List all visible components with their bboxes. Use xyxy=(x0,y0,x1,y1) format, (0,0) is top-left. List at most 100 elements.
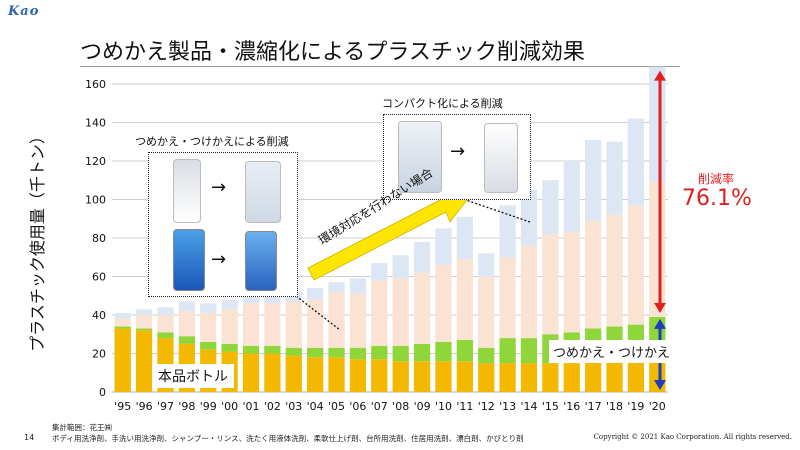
refill-saving-bar xyxy=(606,141,623,215)
bottle-bar xyxy=(478,363,495,393)
refill-bar xyxy=(478,347,495,364)
bottle-bar xyxy=(328,357,345,392)
refill-spray-image xyxy=(245,231,277,291)
refill-saving-bar xyxy=(456,216,473,260)
x-tick-label: '11 xyxy=(456,400,473,413)
scope-label: 集計範囲：花王㈱ xyxy=(52,423,112,432)
compact-saving-bar xyxy=(435,264,452,342)
compact-saving-bar xyxy=(349,293,367,348)
refill-saving-bar xyxy=(242,293,260,304)
reduction-arrowhead-bottom xyxy=(654,302,666,313)
compact-saving-bar xyxy=(542,234,559,335)
refill-saving-bar xyxy=(328,282,345,292)
x-tick-label: '18 xyxy=(606,400,623,413)
y-tick-label: 20 xyxy=(92,348,106,361)
arrow-icon: → xyxy=(450,141,466,162)
compact-saving-bar xyxy=(649,182,666,317)
x-tick-label: '97 xyxy=(157,400,174,413)
refill-bar xyxy=(413,343,431,362)
x-tick-label: '16 xyxy=(563,400,580,413)
refill-saving-bar xyxy=(585,139,602,221)
refill-bar xyxy=(242,345,260,354)
x-tick-label: '98 xyxy=(178,400,195,413)
arrow-icon: → xyxy=(211,249,227,270)
page-title: つめかえ製品・濃縮化によるプラスチック削減効果 xyxy=(80,40,585,65)
compact-saving-bar xyxy=(456,259,473,341)
x-tick-label: '00 xyxy=(221,400,238,413)
page-number: 14 xyxy=(24,433,35,442)
compact-saving-bar xyxy=(563,232,580,333)
refill-bar xyxy=(371,345,388,360)
refill-bar xyxy=(349,347,367,360)
spray-bottle-image xyxy=(173,229,205,291)
bottle-bar xyxy=(349,359,367,392)
compact-saving-bar xyxy=(178,311,195,337)
compact-example-box: コンパクト化による削減 → xyxy=(380,95,531,200)
reduction-arrowhead-top xyxy=(654,70,666,81)
refill-saving-bar xyxy=(499,205,516,258)
bottle-bar xyxy=(392,361,409,392)
refill-saving-bar xyxy=(178,301,195,312)
x-tick-label: '20 xyxy=(649,400,666,413)
refill-saving-bar xyxy=(371,263,388,281)
reduction-rate-value: 76.1% xyxy=(682,186,752,211)
bottle-bar xyxy=(413,361,431,392)
compact-saving-bar xyxy=(392,278,409,346)
compact-saving-bar xyxy=(328,291,345,348)
y-tick-label: 0 xyxy=(99,386,106,399)
refill-bar xyxy=(178,336,195,344)
bottle-bar xyxy=(649,359,666,392)
y-tick-label: 160 xyxy=(85,78,106,91)
refill-saving-bar xyxy=(413,241,431,273)
compact-saving-bar xyxy=(413,272,431,344)
x-tick-label: '08 xyxy=(392,400,409,413)
refill-saving-bar xyxy=(200,303,217,314)
refill-saving-bar xyxy=(478,253,495,277)
x-tick-label: '07 xyxy=(371,400,388,413)
compact-saving-bar xyxy=(371,280,388,346)
compact-box-title: コンパクト化による削減 xyxy=(380,95,505,111)
bottle-bar xyxy=(542,363,559,393)
x-tick-label: '15 xyxy=(542,400,559,413)
large-bottle-image xyxy=(398,121,442,193)
refill-example-box: つめかえ・つけかえによる削減 → → xyxy=(133,133,298,297)
reduction-rate-label: 削減率 xyxy=(698,172,735,186)
x-tick-label: '14 xyxy=(520,400,537,413)
x-tick-label: '12 xyxy=(478,400,495,413)
x-tick-label: '04 xyxy=(307,400,324,413)
refill-bar xyxy=(499,338,516,364)
y-tick-labels: 0 20 40 60 80 100 120 140 160 xyxy=(85,78,106,399)
compact-trend-arrow xyxy=(459,197,531,223)
y-tick-label: 120 xyxy=(85,155,106,168)
bottle-bar xyxy=(135,330,153,392)
arrow-icon: → xyxy=(211,177,227,198)
compact-saving-bar xyxy=(499,257,516,339)
scope-items: ボディ用洗浄剤、手洗い用洗浄剤、シャンプー・リンス、洗たく用液体洗剤、柔軟仕上げ… xyxy=(52,434,524,443)
x-tick-label: '01 xyxy=(242,400,259,413)
compact-saving-bar xyxy=(264,303,281,346)
refill-saving-bar xyxy=(627,118,645,206)
x-tick-label: '09 xyxy=(414,400,431,413)
bottle-series-label: 本品ボトル xyxy=(152,364,234,388)
bottle-bar xyxy=(371,359,388,392)
x-tick-label: '96 xyxy=(136,400,153,413)
bottle-bar xyxy=(285,355,302,392)
refill-pouch-image xyxy=(245,161,281,223)
compact-saving-bar xyxy=(478,276,495,348)
refill-saving-bar xyxy=(563,161,580,233)
compact-saving-bar xyxy=(307,299,324,348)
y-tick-label: 60 xyxy=(92,271,106,284)
refill-bar xyxy=(392,345,409,362)
y-tick-label: 140 xyxy=(85,117,106,130)
y-tick-label: 100 xyxy=(85,194,106,207)
bottle-bar xyxy=(563,363,580,393)
refill-saving-bar xyxy=(135,309,153,315)
refill-bar xyxy=(264,345,281,354)
compact-saving-bar xyxy=(200,313,217,342)
y-tick-label: 40 xyxy=(92,309,106,322)
compact-saving-bar xyxy=(520,245,538,339)
refill-bar xyxy=(157,332,174,339)
compact-saving-bar xyxy=(242,303,260,346)
refill-bar xyxy=(456,340,473,362)
